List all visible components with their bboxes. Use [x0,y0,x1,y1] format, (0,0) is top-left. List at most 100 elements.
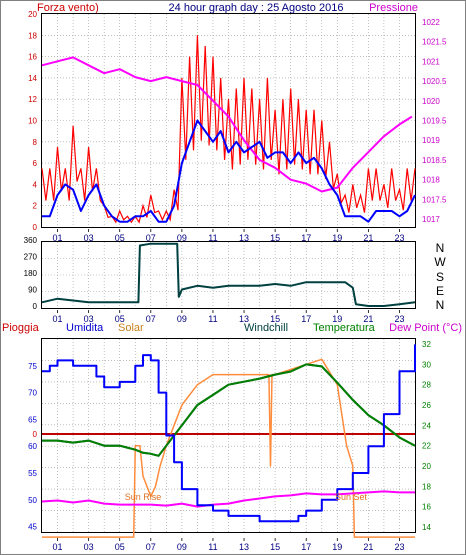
y-right-tick-label: 1019 [422,136,440,145]
y-left-tick-label: 14 [28,74,37,83]
x-tick-label: 19 [332,233,342,243]
y-right-tick-label: 1017 [422,215,440,224]
x-tick-label: 05 [115,314,125,324]
humidity-tick-label: 60 [28,442,37,451]
wind-panel-ticks: 0 2 4 6 8 10 12 14 16 18 20 1017 1017.5 1018 1018.5 101… [28,10,447,243]
x-tick-label: 11 [208,314,217,324]
x-tick-label: 13 [239,542,249,552]
x-tick-label: 13 [239,314,249,324]
label-pioggia: Pioggia [2,322,40,334]
y-left-tick-label: 6 [33,159,38,168]
temp-tick-label: 16 [422,503,431,512]
y-left-tick-label: 16 [28,53,37,62]
y-right-tick-label: 1017.5 [422,195,447,204]
y-left-tick-label: 8 [33,138,38,147]
temp-tick-label: 14 [422,523,431,532]
temp-tick-label: 22 [422,442,431,451]
temp-tick-label: 32 [422,340,431,349]
humidity-tick-label: 45 [28,523,37,532]
header-left-label: Forza vento) [37,2,99,14]
y-right-tick-label: 1020.5 [422,77,447,86]
x-tick-label: 15 [270,542,280,552]
humidity-tick-label: 70 [28,389,37,398]
temp-panel-frame [41,338,416,533]
x-tick-label: 23 [394,542,404,552]
x-tick-label: 05 [115,233,125,243]
y-right-tick-label: 1018.5 [422,156,447,165]
wind-series [41,35,416,224]
y-right-tick-label: 1021.5 [422,38,447,47]
label-sunset: Sun Set [335,492,368,502]
direction-panel-grid [42,242,415,308]
series-solar [42,358,415,538]
y-right-tick-label: 1019.5 [422,117,447,126]
series-wind-average [42,119,416,223]
temp-tick-label: 28 [422,381,431,390]
x-tick-label: 13 [239,233,249,243]
x-tick-label: 15 [270,314,280,324]
compass-e: E [436,284,444,298]
x-tick-label: 09 [177,314,187,324]
x-tick-label: 19 [332,314,342,324]
label-temperatura: Temperatura [313,322,376,334]
x-tick-label: 23 [394,314,404,324]
x-tick-label: 21 [363,314,373,324]
x-tick-label: 09 [177,542,187,552]
label-sunrise: Sun Rise [125,492,162,502]
temp-tick-label: 30 [422,360,431,369]
humidity-tick-label: 75 [28,362,37,371]
humidity-tick-label: 65 [28,415,37,424]
x-tick-label: 11 [208,542,217,552]
y-right-tick-label: 1020 [422,97,440,106]
y-left-tick-label: 4 [33,180,38,189]
rain-tick-label: 0 [33,430,38,439]
temp-tick-label: 26 [422,401,431,410]
x-tick-label: 05 [115,542,125,552]
direction-tick-label: 180 [24,269,38,278]
label-windchill: Windchill [244,322,288,334]
x-tick-label: 19 [332,542,342,552]
x-tick-label: 01 [53,314,63,324]
wind-panel-frame [41,13,416,228]
y-left-tick-label: 20 [28,10,37,19]
x-tick-label: 03 [84,233,94,243]
temp-series [41,344,416,538]
temp-panel-ticks: 45 50 55 60 65 70 75 14 16 18 20 22 24 26 28 30 32 0 01 03 0… [28,340,431,552]
series-pressure [41,56,413,193]
x-tick-label: 07 [146,233,156,243]
temp-tick-label: 24 [422,421,431,430]
compass-w: W [434,255,446,269]
y-right-tick-label: 1018 [422,176,440,185]
chart-title: 24 hour graph day : 25 Agosto 2016 [169,2,344,14]
series-temperature [42,363,416,457]
humidity-tick-label: 55 [28,469,37,478]
y-left-tick-label: 12 [28,95,37,104]
x-tick-label: 03 [84,314,94,324]
x-tick-label: 15 [270,233,280,243]
series-humidity [42,344,416,523]
x-tick-label: 09 [177,233,187,243]
direction-tick-label: 0 [33,302,38,311]
direction-tick-label: 360 [24,236,38,245]
direction-panel-frame [41,241,416,309]
x-tick-label: 17 [301,314,311,324]
label-solar: Solar [118,322,144,334]
x-tick-label: 07 [146,314,156,324]
series-direction [41,242,416,307]
wind-panel-grid [42,14,415,227]
x-tick-label: 17 [301,542,311,552]
x-tick-label: 21 [363,233,373,243]
header-right-label: Pressione [369,2,418,14]
x-tick-label: 21 [363,542,373,552]
humidity-tick-label: 50 [28,496,37,505]
x-tick-label: 07 [146,542,156,552]
x-tick-label: 01 [53,233,63,243]
x-tick-label: 17 [301,233,311,243]
x-tick-label: 03 [84,542,94,552]
direction-series [41,242,416,307]
y-right-tick-label: 1021 [422,57,440,66]
series-dewpoint [41,490,415,508]
